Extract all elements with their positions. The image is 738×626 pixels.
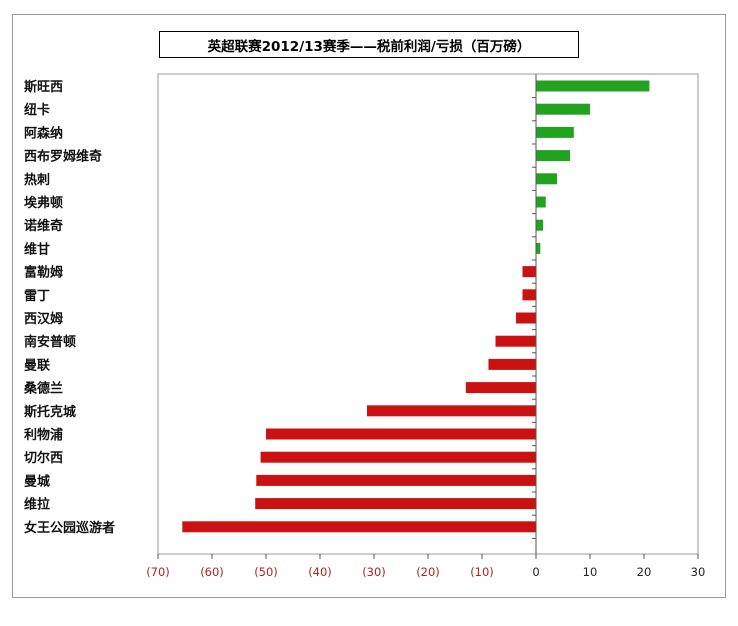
category-label: 西布罗姆维奇 [24,149,102,165]
category-label: 维甘 [24,241,50,257]
category-label: 桑德兰 [23,381,63,397]
category-label: 维拉 [24,497,50,513]
category-label: 西汉姆 [24,311,63,327]
category-label: 斯旺西 [24,79,63,95]
category-label: 斯托克城 [24,404,76,420]
x-tick-label: 10 [583,565,598,579]
category-label: 南安普顿 [24,334,76,350]
bar-6 [536,196,546,208]
bar-9 [522,266,536,278]
bar-17 [260,451,536,463]
x-tick-label: (40) [308,565,332,579]
category-label: 诺维奇 [24,218,63,234]
bar-20 [182,521,537,533]
x-tick-label: (70) [146,565,170,579]
x-tick-label: 20 [637,565,652,579]
bar-10 [522,289,536,301]
category-label: 曼城 [24,473,50,489]
bar-4 [536,150,571,162]
x-tick-label: 0 [532,565,539,579]
category-label: 埃弗顿 [24,195,63,211]
bar-11 [516,312,536,324]
category-label: 热刺 [24,172,50,188]
bar-13 [488,358,536,370]
bar-15 [366,405,536,417]
category-label: 阿森纳 [24,125,63,141]
bar-18 [256,474,536,486]
bar-1 [536,80,650,92]
chart-title: 英超联赛2012/13赛季——税前利润/亏损（百万磅） [159,31,579,58]
bar-16 [266,428,536,440]
category-label: 纽卡 [24,102,50,118]
category-label: 雷丁 [24,288,50,304]
bar-5 [536,173,558,185]
x-tick-label: (30) [362,565,386,579]
bar-19 [255,498,536,510]
bar-3 [536,126,574,138]
x-tick-label: (60) [200,565,224,579]
x-tick-label: 30 [691,565,706,579]
x-tick-label: (10) [470,565,494,579]
bar-7 [536,219,544,231]
x-tick-label: (20) [416,565,440,579]
bar-12 [495,335,536,347]
category-label: 利物浦 [24,427,63,443]
category-label: 曼联 [24,358,50,373]
bar-14 [465,382,536,394]
x-tick-label: (50) [254,565,278,579]
bar-8 [536,242,541,254]
category-label: 富勒姆 [24,265,63,281]
bar-2 [536,103,590,115]
category-label: 切尔西 [24,450,63,466]
category-label: 女王公园巡游者 [24,520,115,536]
